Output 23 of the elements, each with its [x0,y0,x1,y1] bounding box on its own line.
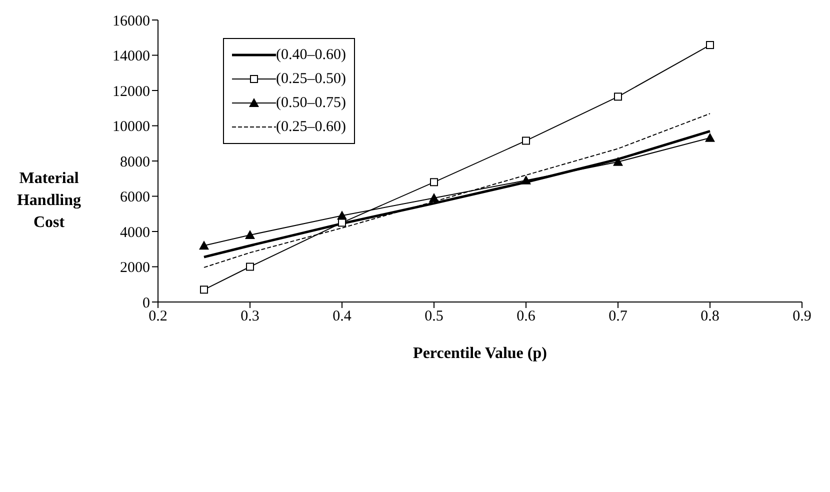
y-tick-label: 4000 [120,224,150,241]
x-tick-label: 0.8 [700,308,720,325]
y-tick-label: 2000 [120,260,150,276]
x-axis-title: Percentile Value (p) [413,345,547,362]
x-tick-label: 0.5 [424,308,444,325]
x-tick-label: 0.6 [516,308,536,325]
x-tick-label: 0.2 [148,308,168,325]
legend-label: (0.25–0.60) [276,118,346,136]
y-tick-label: 12000 [112,84,150,100]
y-tick-label: 14000 [112,48,150,65]
y-tick-label: 6000 [120,190,150,206]
y-tick-label: 16000 [112,13,150,30]
legend-label: (0.50–0.75) [276,94,346,112]
x-tick-label: 0.3 [240,308,260,325]
y-tick-label: 8000 [120,154,150,170]
y-tick-label: 0 [142,295,150,312]
legend-label: (0.25–0.50) [276,70,346,88]
x-tick-label: 0.9 [792,308,812,325]
legend-label: (0.40–0.60) [276,46,346,64]
x-tick-label: 0.7 [608,308,628,325]
y-tick-label: 10000 [112,119,150,136]
x-tick-label: 0.4 [332,308,352,325]
y-axis-title: Material Handling Cost [16,169,82,233]
